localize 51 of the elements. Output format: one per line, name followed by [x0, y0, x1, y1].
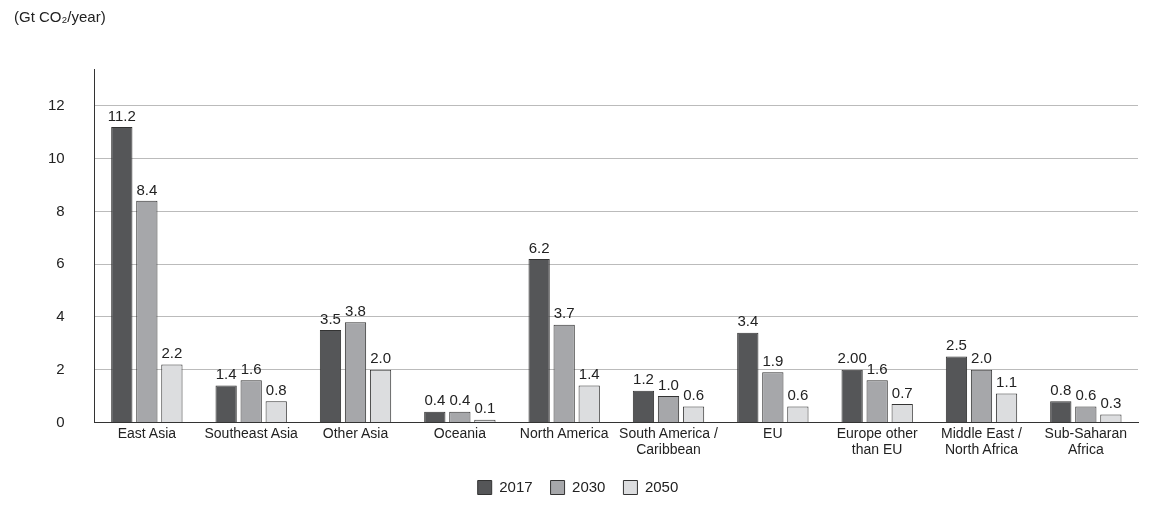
data-label: 2.2 — [161, 344, 183, 362]
x-tick-label: EU — [763, 424, 783, 441]
data-label: 1.0 — [658, 375, 679, 393]
x-tick-label: Middle East / North Africa — [941, 424, 1023, 458]
y-tick-label: 4 — [56, 307, 65, 325]
y-tick-label: 8 — [56, 201, 65, 219]
data-label: 0.4 — [424, 391, 446, 409]
x-tick-label: Oceania — [433, 424, 487, 441]
x-tick-label: Europe other than EU — [836, 424, 918, 458]
y-tick-label: 12 — [48, 96, 65, 114]
data-label: 3.5 — [320, 309, 341, 327]
data-label: 0.8 — [1050, 380, 1072, 398]
data-label: 3.8 — [345, 301, 366, 319]
data-label: 11.2 — [107, 106, 136, 124]
data-label: 2.00 — [837, 349, 867, 367]
data-label: 0.8 — [265, 380, 287, 398]
data-label: 1.6 — [240, 359, 262, 377]
y-tick-label: 0 — [56, 412, 65, 430]
y-axis-title: (Gt CO₂/year) — [14, 8, 107, 27]
y-tick-label: 10 — [48, 148, 65, 166]
legend-label: 2017 — [499, 477, 533, 495]
x-tick-label: East Asia — [117, 424, 177, 441]
data-label: 1.6 — [866, 359, 888, 377]
x-tick-label: Sub-Saharan Africa — [1044, 424, 1128, 458]
legend-label: 2050 — [644, 477, 679, 495]
data-label: 1.4 — [215, 365, 237, 383]
data-label: 0.6 — [787, 386, 809, 404]
data-label: 3.4 — [737, 312, 759, 330]
x-tick-label: Other Asia — [322, 424, 389, 441]
data-label: 2.0 — [370, 349, 391, 367]
data-label: 0.3 — [1100, 394, 1122, 412]
data-label: 3.7 — [553, 304, 575, 322]
x-tick-label: Southeast Asia — [204, 424, 299, 441]
data-label: 0.4 — [449, 391, 471, 409]
data-label: 1.9 — [762, 351, 784, 369]
data-label: 2.5 — [946, 336, 967, 354]
data-label: 1.4 — [578, 365, 600, 383]
data-label: 0.1 — [474, 399, 496, 417]
data-label: 8.4 — [136, 180, 158, 198]
data-label: 1.1 — [996, 373, 1017, 391]
x-tick-label: South America / Caribbean — [619, 424, 719, 458]
x-tick-label: North America — [519, 424, 609, 441]
data-label: 1.2 — [633, 370, 654, 388]
data-label: 2.0 — [971, 349, 992, 367]
data-label: 0.6 — [1075, 386, 1097, 404]
data-label: 6.2 — [528, 238, 550, 256]
y-tick-label: 6 — [56, 254, 65, 272]
y-tick-label: 2 — [56, 359, 65, 377]
data-label: 0.7 — [891, 383, 913, 401]
legend-label: 2030 — [572, 477, 606, 495]
data-label: 0.6 — [683, 386, 704, 404]
